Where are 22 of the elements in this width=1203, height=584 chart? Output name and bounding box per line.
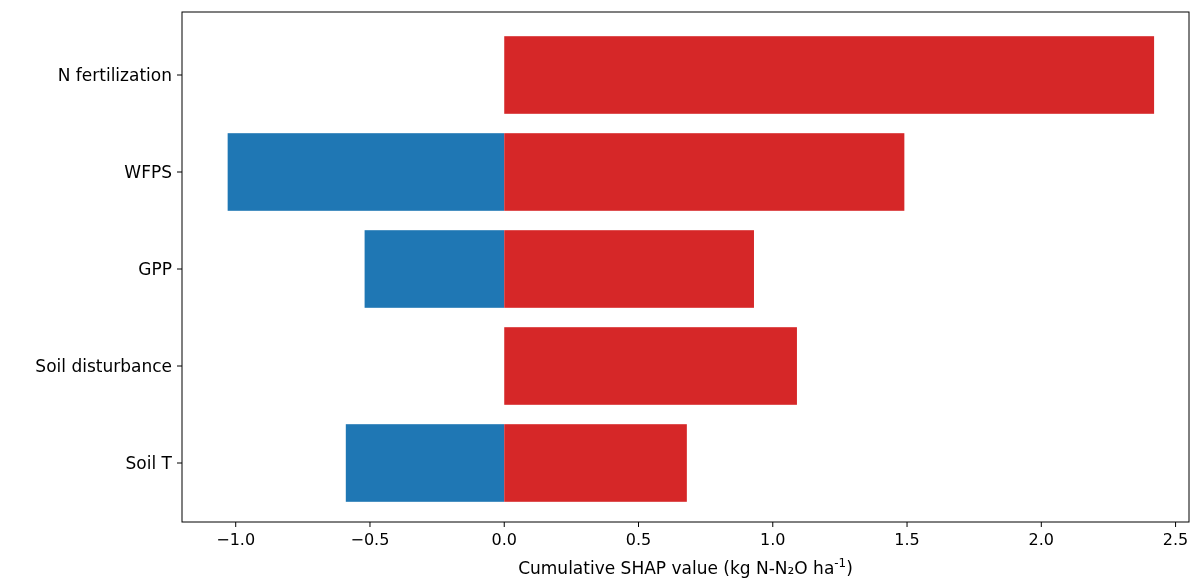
- x-tick-label: 1.5: [894, 530, 920, 549]
- x-tick-label: 1.0: [760, 530, 786, 549]
- x-tick-label: −0.5: [350, 530, 390, 549]
- bar: [364, 230, 505, 308]
- y-tick-label: Soil T: [125, 452, 173, 473]
- y-tick-label: GPP: [138, 258, 172, 279]
- x-tick-label: 0.0: [491, 530, 517, 549]
- x-axis-title: Cumulative SHAP value (kg N-N₂O ha$^{-1}$): [518, 556, 853, 578]
- y-tick-label: WFPS: [124, 161, 172, 182]
- bar: [504, 230, 754, 308]
- x-tick-label: 2.5: [1162, 530, 1189, 549]
- bar: [504, 133, 905, 211]
- bar: [227, 133, 505, 211]
- x-tick-label: 0.5: [625, 530, 652, 549]
- bar: [345, 424, 505, 502]
- bar: [504, 424, 687, 502]
- x-tick-label: −1.0: [216, 530, 256, 549]
- y-tick-label: Soil disturbance: [35, 355, 172, 376]
- bar: [504, 36, 1155, 114]
- bar: [504, 327, 797, 405]
- x-tick-label: 2.0: [1028, 530, 1055, 549]
- y-tick-label: N fertilization: [57, 64, 172, 85]
